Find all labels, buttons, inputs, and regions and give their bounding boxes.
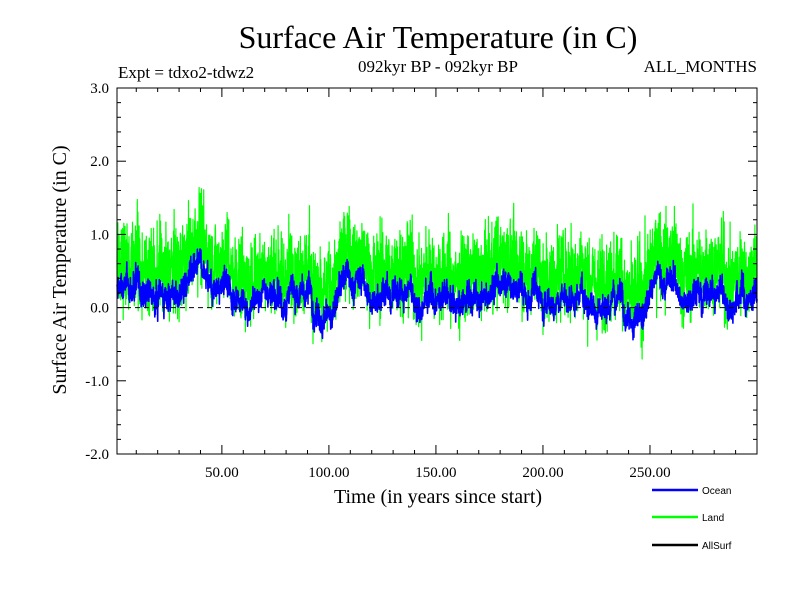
x-tick-label: 50.00 [205, 465, 239, 481]
legend-label-ocean: Ocean [702, 486, 731, 497]
experiment-label: Expt = tdxo2-tdwz2 [118, 63, 254, 82]
legend: Ocean Land AllSurf [652, 486, 732, 552]
y-tick-label: -1.0 [85, 374, 109, 390]
y-tick-label: 0.0 [90, 301, 109, 317]
chart-title: Surface Air Temperature (in C) [239, 19, 638, 55]
months-label: ALL_MONTHS [644, 57, 757, 76]
y-tick-label: 2.0 [90, 154, 109, 170]
x-tick-label: 100.00 [308, 465, 349, 481]
x-axis-label: Time (in years since start) [334, 486, 542, 508]
x-tick-label: 250.00 [629, 465, 670, 481]
x-tick-label: 150.00 [415, 465, 456, 481]
series-layer [116, 187, 758, 360]
x-tick-label: 200.00 [522, 465, 563, 481]
plot-frame [116, 87, 758, 455]
y-tick-label: 1.0 [90, 227, 109, 243]
series-line-ocean [116, 248, 758, 341]
ticks-layer: 3.0 2.0 1.0 0.0 -1.0 -2.0 50.00 100.00 150.00 200… [85, 81, 757, 481]
legend-label-land: Land [702, 513, 724, 524]
y-axis-label: Surface Air Temperature (in C) [49, 145, 71, 394]
legend-label-allsurf: AllSurf [702, 541, 732, 552]
period-label: 092kyr BP - 092kyr BP [358, 57, 518, 76]
y-tick-label: -2.0 [85, 447, 109, 463]
y-tick-label: 3.0 [90, 81, 109, 97]
